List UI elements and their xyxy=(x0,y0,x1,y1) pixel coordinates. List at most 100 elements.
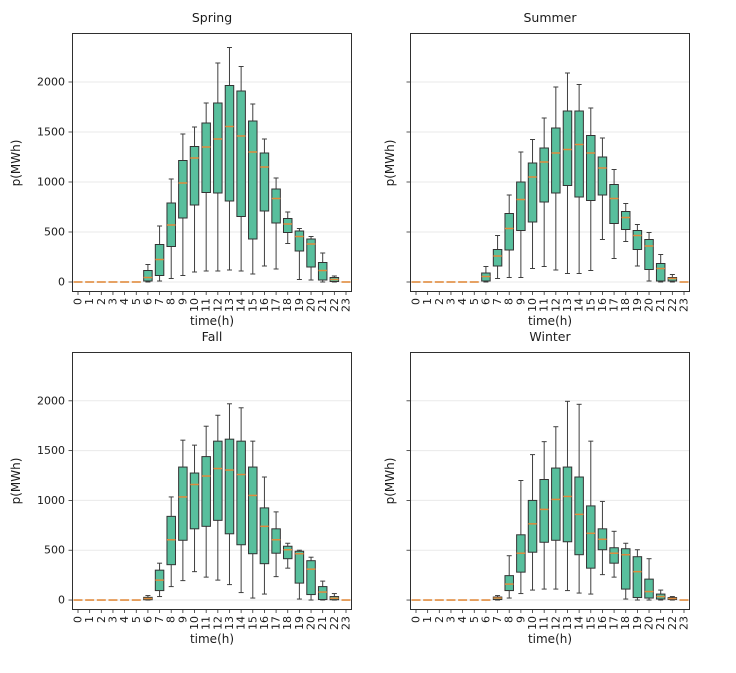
box-h9 xyxy=(178,466,188,541)
box-h7 xyxy=(492,596,503,601)
box-h15 xyxy=(248,466,258,555)
x-tick-label: 11 xyxy=(200,298,213,312)
box-h11 xyxy=(201,456,211,527)
y-tick-label: 1500 xyxy=(37,126,65,139)
axes-fall: 0123456789101112131415161718192021222305… xyxy=(37,352,353,630)
x-tick-label: 3 xyxy=(444,616,457,623)
x-tick-label: 4 xyxy=(456,298,469,305)
x-tick-label: 14 xyxy=(235,298,248,312)
box-h15 xyxy=(248,120,258,240)
box-h6 xyxy=(481,272,491,282)
x-tick-label: 7 xyxy=(491,298,504,305)
box-h14 xyxy=(236,90,246,217)
x-tick-label: 6 xyxy=(141,616,154,623)
x-tick-label: 20 xyxy=(305,616,318,630)
x-tick-label: 13 xyxy=(561,298,574,312)
x-tick-label: 11 xyxy=(538,616,551,630)
x-tick-label: 0 xyxy=(410,298,423,305)
x-tick-label: 6 xyxy=(141,298,154,305)
x-tick-label: 20 xyxy=(643,616,656,630)
x-tick-label: 1 xyxy=(83,298,96,305)
x-tick-label: 14 xyxy=(573,616,586,630)
x-tick-label: 3 xyxy=(106,298,119,305)
x-tick-label: 16 xyxy=(258,298,271,312)
x-axis-label: time(h) xyxy=(189,632,235,646)
x-tick-label: 9 xyxy=(514,298,527,305)
y-tick-label: 1000 xyxy=(37,176,65,189)
x-tick-label: 22 xyxy=(328,616,341,630)
box-h16 xyxy=(259,152,270,212)
subplot-title-spring: Spring xyxy=(191,10,233,25)
x-tick-label: 5 xyxy=(130,298,143,305)
box-h9 xyxy=(178,160,188,219)
x-tick-label: 9 xyxy=(514,616,527,623)
x-tick-label: 21 xyxy=(316,616,329,630)
x-tick-label: 10 xyxy=(188,298,201,312)
x-tick-label: 0 xyxy=(410,616,423,623)
x-tick-label: 13 xyxy=(561,616,574,630)
box-h14 xyxy=(574,110,584,198)
x-tick-label: 4 xyxy=(118,616,131,623)
box-h20 xyxy=(644,578,654,599)
x-tick-label: 22 xyxy=(666,298,679,312)
x-tick-label: 20 xyxy=(643,298,656,312)
x-tick-label: 19 xyxy=(631,616,644,630)
box-h14 xyxy=(574,476,584,556)
box-h10 xyxy=(189,146,200,206)
x-tick-label: 1 xyxy=(421,616,434,623)
x-tick-label: 17 xyxy=(608,298,621,312)
box-h22 xyxy=(329,596,340,601)
x-tick-label: 3 xyxy=(444,298,457,305)
x-tick-label: 17 xyxy=(270,298,283,312)
subplot-title-winter: Winter xyxy=(529,329,571,344)
x-tick-label: 17 xyxy=(270,616,283,630)
box-h10 xyxy=(527,162,538,223)
box-h18 xyxy=(620,211,631,230)
box-h16 xyxy=(597,156,608,196)
x-tick-label: 11 xyxy=(538,298,551,312)
box-h17 xyxy=(609,184,619,224)
box-h14 xyxy=(236,440,246,546)
x-tick-label: 7 xyxy=(153,298,166,305)
box-h10 xyxy=(527,499,538,553)
box-h19 xyxy=(632,230,643,250)
x-tick-label: 14 xyxy=(573,298,586,312)
box-h17 xyxy=(271,528,281,554)
x-tick-label: 23 xyxy=(678,298,691,312)
x-tick-label: 4 xyxy=(456,616,469,623)
box-h22 xyxy=(667,277,678,282)
x-tick-label: 18 xyxy=(619,298,632,312)
box-h6 xyxy=(143,596,153,601)
x-tick-label: 22 xyxy=(666,616,679,630)
box-h18 xyxy=(282,218,293,233)
x-tick-label: 7 xyxy=(491,616,504,623)
box-h7 xyxy=(492,249,503,267)
subplot-title-fall: Fall xyxy=(201,329,223,344)
x-tick-label: 11 xyxy=(200,616,213,630)
x-tick-label: 4 xyxy=(118,298,131,305)
x-tick-label: 19 xyxy=(293,616,306,630)
x-tick-label: 15 xyxy=(246,616,259,630)
axes-spine xyxy=(72,33,352,292)
x-tick-label: 0 xyxy=(72,616,85,623)
x-tick-label: 14 xyxy=(235,616,248,630)
y-tick-label: 0 xyxy=(58,276,65,289)
axes-spring: 0123456789101112131415161718192021222305… xyxy=(37,33,353,312)
x-tick-label: 16 xyxy=(258,616,271,630)
box-h20 xyxy=(644,239,654,270)
x-tick-label: 15 xyxy=(584,616,597,630)
box-h7 xyxy=(154,244,165,276)
x-tick-label: 19 xyxy=(631,298,644,312)
box-h15 xyxy=(586,135,596,201)
axes-spine xyxy=(410,352,690,610)
y-axis-label: p(MWh) xyxy=(383,139,397,186)
box-h21 xyxy=(317,586,328,601)
x-tick-label: 8 xyxy=(503,616,516,623)
box-h21 xyxy=(655,593,666,600)
x-tick-label: 15 xyxy=(246,298,259,312)
x-tick-label: 18 xyxy=(281,616,294,630)
y-tick-label: 1000 xyxy=(37,494,65,507)
